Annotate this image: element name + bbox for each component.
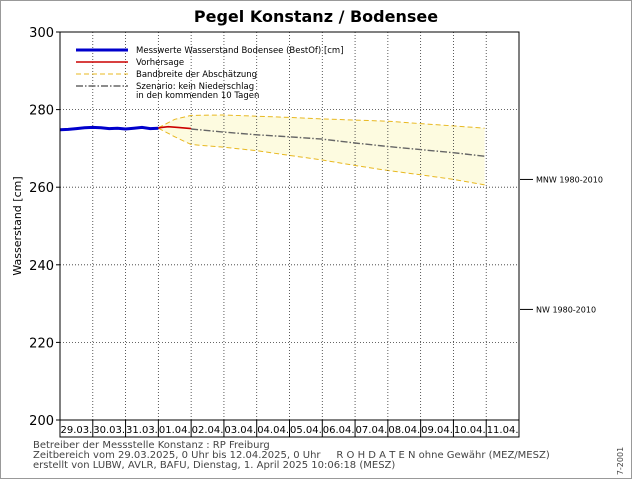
y-tick-label: 200 [29, 414, 54, 429]
x-tick-label: 11.04. [487, 425, 519, 436]
uncertainty-band [158, 114, 485, 186]
x-tick-label: 02.04. [192, 425, 224, 436]
side-code: 7-2001 [616, 447, 625, 475]
x-tick-label: 09.04. [421, 425, 453, 436]
y-tick-label: 300 [29, 26, 54, 41]
series-line-1 [158, 125, 192, 130]
y-tick-label: 280 [29, 104, 54, 119]
side-code-box: 7-2001 [616, 447, 625, 475]
x-tick-labels: 29.03. 30.03. 31.03. 01.04. 02.04. 03.04. 04.0… [60, 425, 518, 436]
legend-label-0: Messwerte Wasserstand Bodensee (BestOf) … [136, 46, 344, 56]
legend-label-2: Bandbreite der Abschätzung [136, 70, 257, 80]
x-tick-label: 06.04. [323, 425, 355, 436]
band-upper-line [158, 114, 485, 129]
band-lower-line [158, 127, 485, 186]
x-tick-label: 10.04. [454, 425, 486, 436]
footer-created-by: erstellt von LUBW, AVLR, BAFU, Dienstag,… [33, 460, 396, 471]
series-line-2 [191, 128, 485, 157]
y-tick-label: 240 [29, 259, 54, 274]
band-area [158, 115, 485, 185]
x-tick-label: 07.04. [356, 425, 388, 436]
data-series [59, 125, 485, 157]
legend-label-1: Vorhersage [136, 58, 184, 68]
y-tick-label: 260 [29, 181, 54, 196]
x-tick-label: 03.04. [224, 425, 256, 436]
reference-line-label: NW 1980-2010 [536, 305, 596, 314]
footer-operator: Betreiber der Messstelle Konstanz : RP F… [33, 440, 270, 451]
reference-lines: MNW 1980-2010 NW 1980-2010 [520, 175, 603, 314]
chart-title: Pegel Konstanz / Bodensee [194, 7, 438, 26]
footer-time-range: Zeitbereich vom 29.03.2025, 0 Uhr bis 12… [33, 450, 550, 461]
y-tick-label: 220 [29, 336, 54, 351]
x-tick-label: 05.04. [290, 425, 322, 436]
reference-line-label: MNW 1980-2010 [536, 175, 603, 184]
axes [56, 31, 520, 438]
legend-label-3-line2: in den kommenden 10 Tagen [136, 91, 259, 101]
legend-label-3: Szenario: kein Niederschlag [136, 82, 254, 92]
x-tick-label: 29.03. [60, 425, 92, 436]
x-tick-label: 04.04. [257, 425, 289, 436]
x-tick-label: 30.03. [93, 425, 125, 436]
x-tick-label: 31.03. [126, 425, 158, 436]
x-tick-label: 01.04. [159, 425, 191, 436]
y-axis-label: Wasserstand [cm] [11, 176, 24, 275]
series-line-0 [59, 125, 159, 132]
y-tick-labels: 200 220 240 260 280 300 [29, 26, 54, 429]
legend: Messwerte Wasserstand Bodensee (BestOf) … [76, 46, 344, 101]
x-tick-label: 08.04. [388, 425, 420, 436]
